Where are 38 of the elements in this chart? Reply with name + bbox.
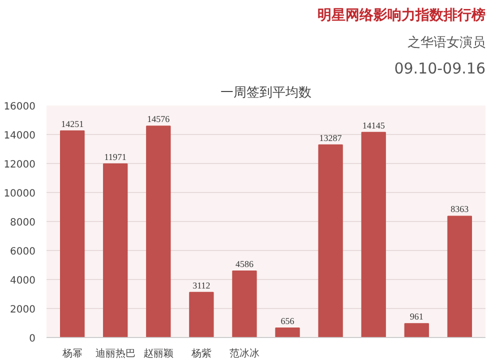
bar — [318, 144, 343, 338]
bar — [447, 216, 472, 338]
data-label: 13287 — [319, 132, 342, 143]
y-tick-label: 6000 — [10, 246, 36, 258]
bar — [361, 132, 386, 338]
text: 一周签到平均数 — [220, 86, 312, 100]
y-tick-label: 14000 — [4, 130, 36, 142]
bar — [275, 327, 300, 338]
data-label: 3112 — [192, 280, 210, 290]
y-tick-label: 2000 — [10, 304, 36, 316]
data-label: 14145 — [362, 120, 386, 130]
x-tick-label: 范冰冰 — [229, 348, 260, 360]
data-label: 961 — [410, 312, 424, 322]
bar — [232, 270, 257, 338]
chart-title: 明星网络影响力指数排行榜 — [318, 6, 486, 24]
y-tick-label: 16000 — [4, 102, 36, 112]
y-tick-label: 12000 — [4, 160, 36, 170]
x-tick-label: 杨紫 — [190, 348, 212, 360]
data-label: 14576 — [147, 114, 170, 124]
bar — [103, 163, 128, 338]
data-label: 11971 — [104, 152, 126, 162]
x-tick-label: 迪丽热巴 — [95, 348, 136, 360]
data-label: 4586 — [235, 259, 254, 270]
data-label: 8363 — [450, 204, 470, 214]
bar — [404, 323, 429, 338]
y-tick-label: 4000 — [10, 276, 36, 286]
y-tick-label: 0 — [29, 334, 36, 344]
chart-subtitle: 之华语女演员 — [408, 36, 486, 50]
x-tick-label: 杨幂 — [61, 348, 82, 360]
x-tick-label: 赵丽颖 — [143, 348, 174, 360]
bar — [146, 126, 171, 338]
text: 09.10-09.16 — [394, 60, 486, 78]
y-tick-label: 10000 — [4, 188, 36, 200]
bar — [189, 292, 214, 338]
data-label: 14251 — [61, 118, 84, 129]
y-tick-label: 8000 — [10, 218, 36, 228]
data-label: 656 — [280, 316, 295, 326]
bar — [60, 130, 85, 338]
